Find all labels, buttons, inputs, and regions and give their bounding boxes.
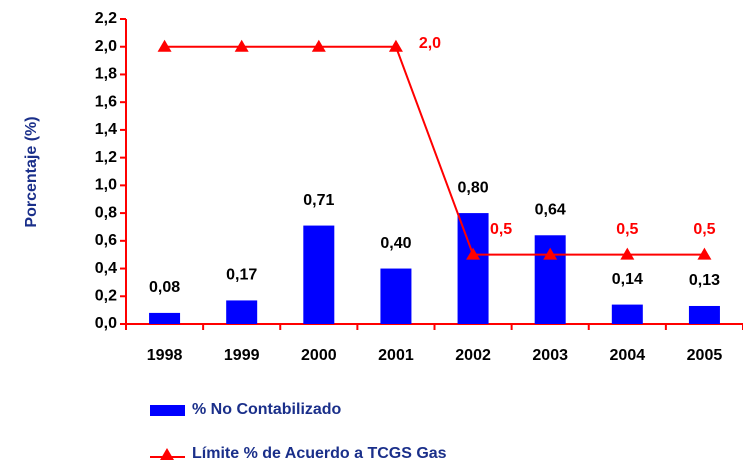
- bar-value-label: 0,64: [535, 201, 566, 218]
- line-value-label: 2,0: [419, 35, 441, 52]
- y-tick-label: 1,0: [95, 177, 117, 194]
- bar: [149, 312, 181, 324]
- x-tick-label: 2003: [532, 347, 568, 364]
- line-marker: [543, 247, 558, 260]
- x-tick-label: 2000: [301, 347, 337, 364]
- y-tick-label: 2,0: [95, 38, 117, 55]
- line-marker: [466, 247, 481, 260]
- bar: [226, 300, 258, 324]
- x-tick-label: 2001: [378, 347, 414, 364]
- bar: [457, 213, 489, 324]
- bar-value-label: 0,71: [303, 192, 334, 209]
- bar: [611, 304, 643, 324]
- line-marker: [697, 247, 712, 260]
- legend-label: % No Contabilizado: [192, 401, 342, 418]
- bar: [380, 268, 412, 324]
- bar-value-label: 0,14: [612, 271, 643, 288]
- bar-value-label: 0,13: [689, 272, 720, 289]
- line-value-label: 0,5: [490, 221, 512, 238]
- bar-value-label: 0,08: [149, 279, 180, 296]
- bar: [303, 225, 335, 324]
- bar: [688, 305, 720, 324]
- y-tick-label: 1,6: [95, 93, 117, 110]
- legend-label: Límite % de Acuerdo a TCGS Gas: [192, 445, 447, 462]
- y-tick-label: 1,4: [95, 121, 117, 138]
- line-value-label: 0,5: [616, 221, 638, 238]
- x-tick-label: 2004: [610, 347, 646, 364]
- legend-swatch: [150, 405, 185, 416]
- y-tick-label: 2,2: [95, 10, 117, 27]
- bar-value-label: 0,40: [380, 235, 411, 252]
- line-marker: [311, 39, 326, 52]
- x-tick-label: 2002: [455, 347, 491, 364]
- x-tick-label: 1998: [147, 347, 183, 364]
- legend-swatch: [160, 448, 174, 460]
- y-tick-label: 0,4: [95, 260, 117, 277]
- line-marker: [620, 247, 635, 260]
- y-tick-label: 1,8: [95, 66, 117, 83]
- x-tick-label: 1999: [224, 347, 260, 364]
- line: [164, 45, 705, 256]
- y-tick-label: 1,2: [95, 149, 117, 166]
- bar-value-label: 0,80: [457, 179, 488, 196]
- y-tick-label: 0,0: [95, 315, 117, 332]
- y-tick-label: 0,8: [95, 204, 117, 221]
- line-value-label: 0,5: [693, 221, 715, 238]
- line-marker: [157, 39, 172, 52]
- line-marker: [388, 39, 403, 52]
- bar-value-label: 0,17: [226, 267, 257, 284]
- line-marker: [234, 39, 249, 52]
- y-axis-label: Porcentaje (%): [23, 116, 40, 227]
- x-tick-label: 2005: [687, 347, 723, 364]
- y-tick-label: 0,2: [95, 287, 117, 304]
- y-tick-label: 0,6: [95, 232, 117, 249]
